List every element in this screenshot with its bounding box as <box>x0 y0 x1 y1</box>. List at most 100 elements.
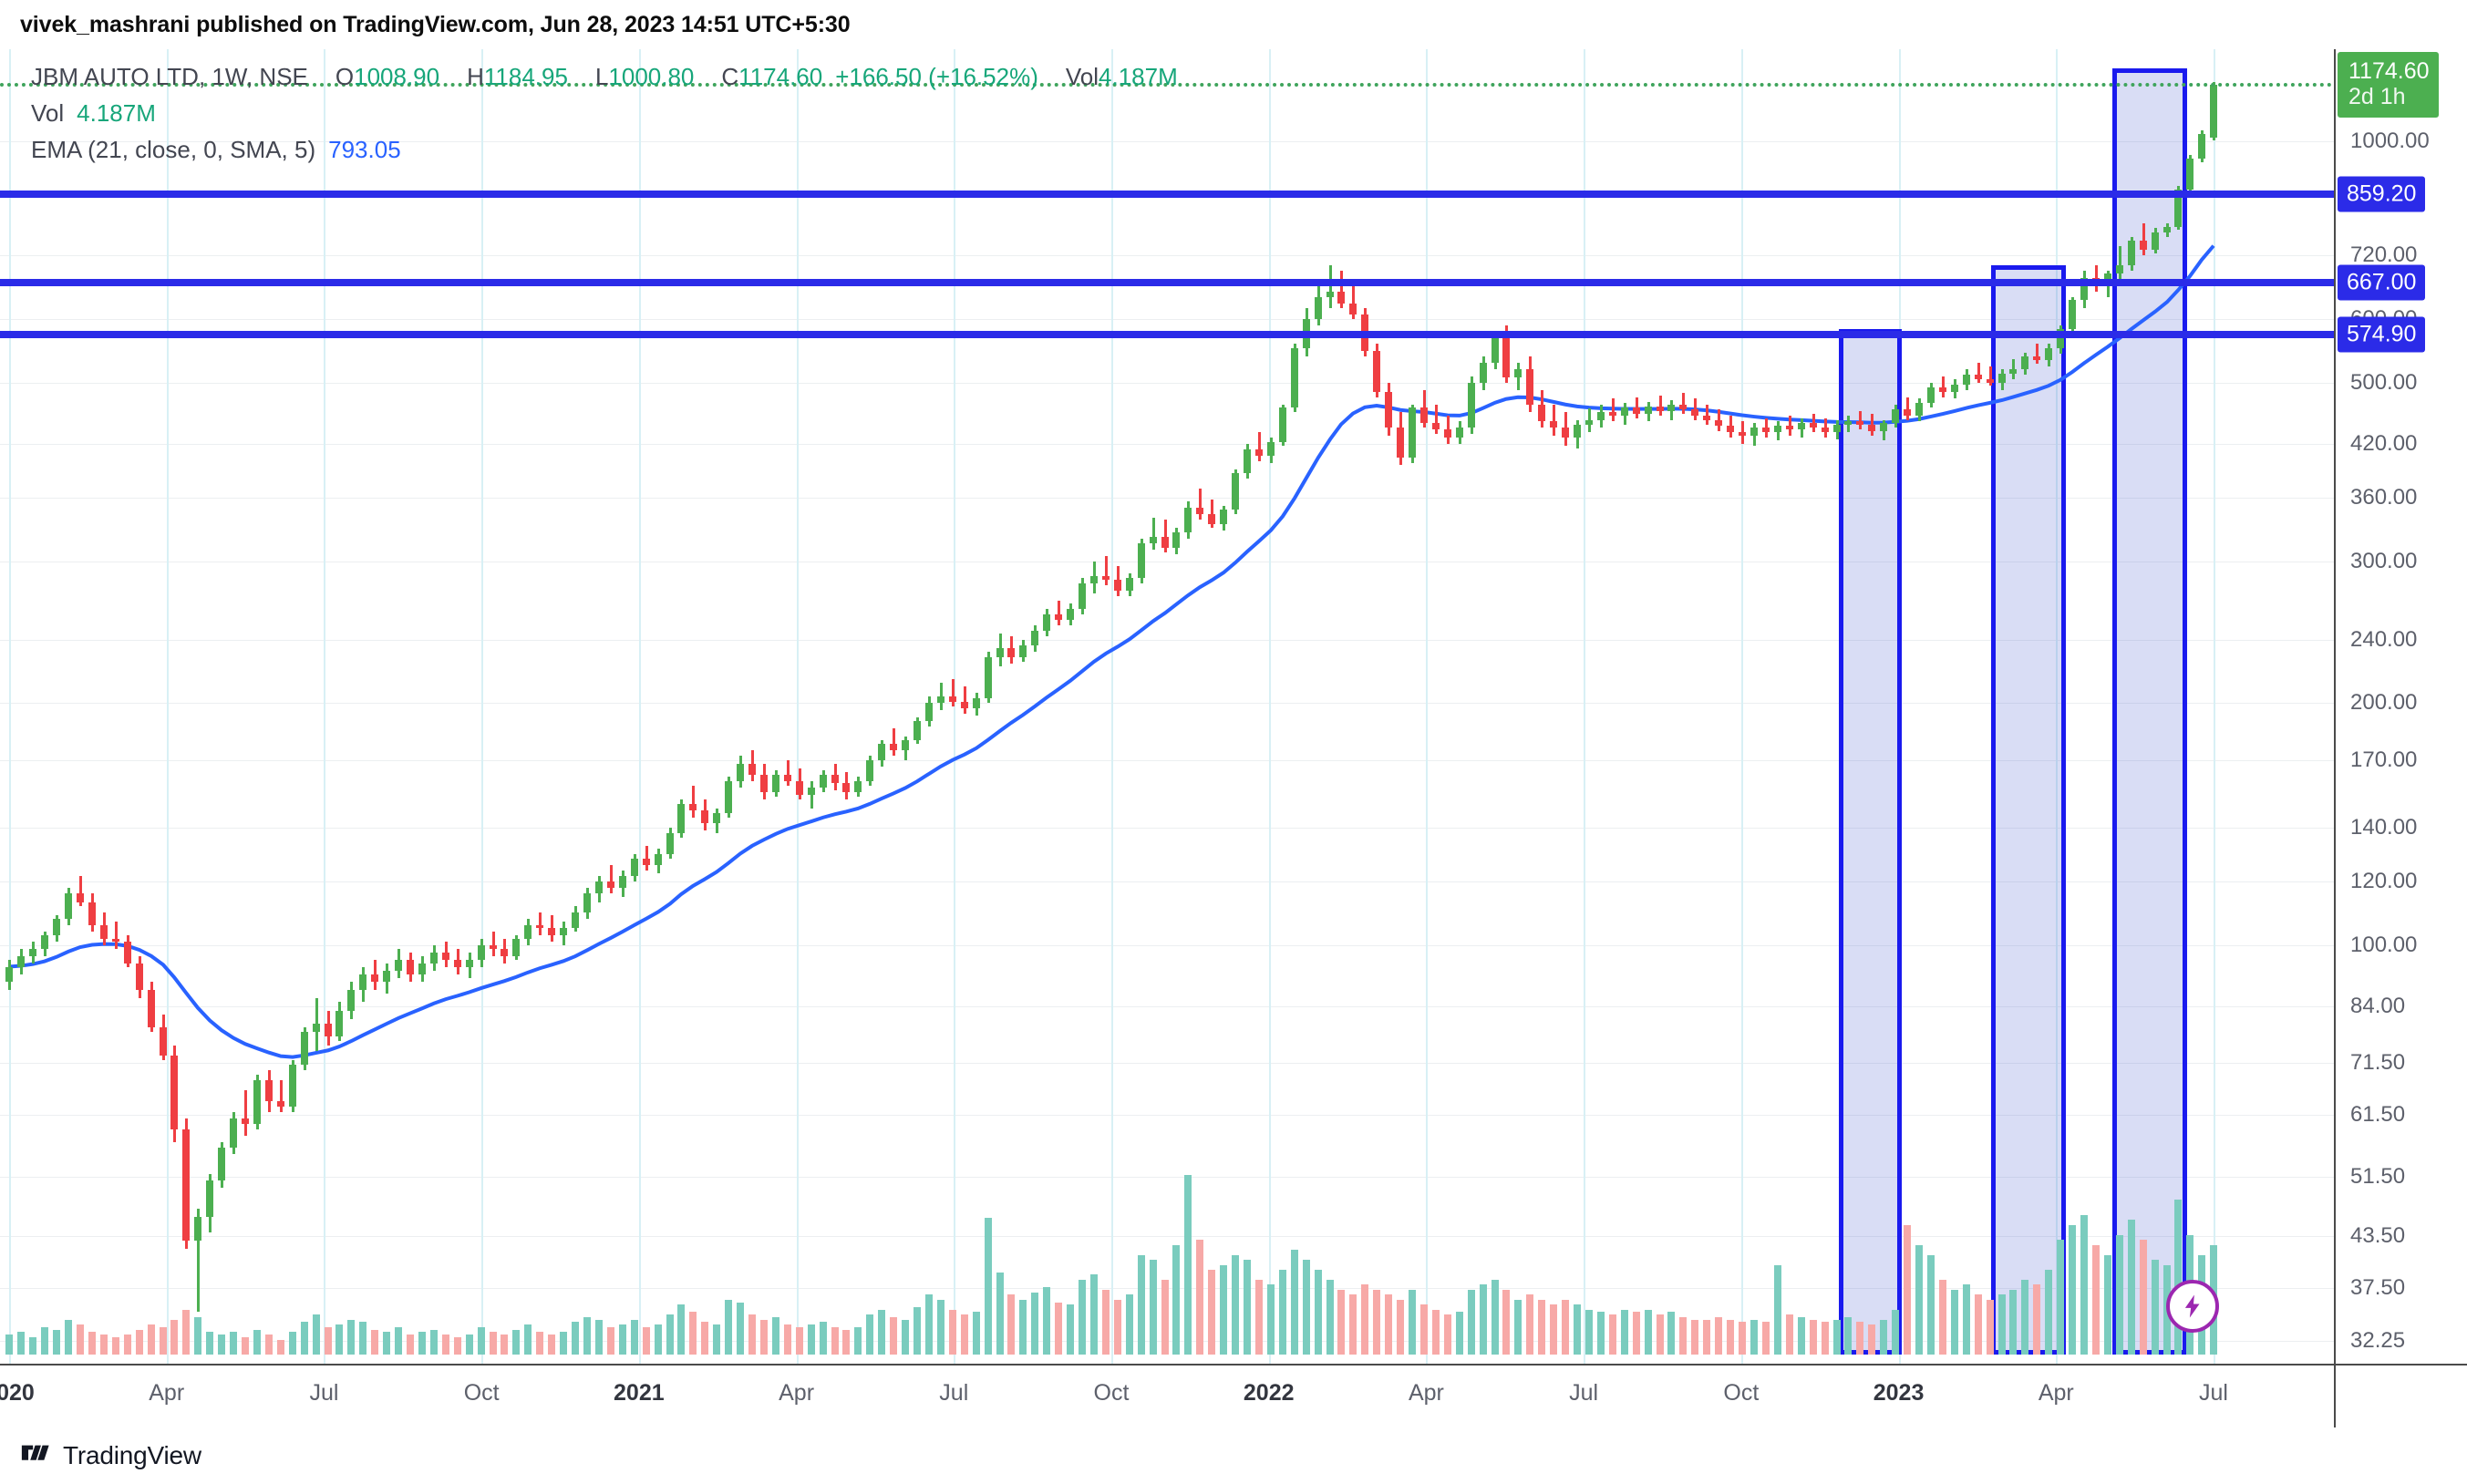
candle-body <box>901 739 909 750</box>
volume-bar <box>1986 1299 1994 1355</box>
bar-countdown: 2d 1h <box>2348 83 2406 109</box>
volume-bar <box>1584 1309 1593 1355</box>
candle-body <box>1113 579 1121 591</box>
candle-body <box>489 945 497 949</box>
vertical-gridline <box>481 49 484 1364</box>
volume-bar <box>1702 1319 1710 1355</box>
volume-bar <box>1867 1324 1875 1355</box>
volume-bar <box>264 1335 273 1355</box>
volume-bar <box>1832 1319 1841 1355</box>
candle-body <box>666 832 674 854</box>
price-axis-tick: 170.00 <box>2350 747 2418 772</box>
price-level-tag[interactable]: 667.00 <box>2338 264 2426 301</box>
price-level-tag[interactable]: 574.90 <box>2338 316 2426 353</box>
price-axis-tick: 84.00 <box>2350 993 2406 1018</box>
volume-bar <box>2020 1279 2028 1355</box>
candle-body <box>2044 348 2052 360</box>
highlight-rectangle[interactable] <box>1839 328 1903 1355</box>
candle-body <box>2056 328 2064 349</box>
horizontal-gridline <box>0 828 2334 830</box>
volume-bar <box>1537 1299 1545 1355</box>
volume-bar <box>1656 1314 1664 1355</box>
candle-wick <box>951 679 955 707</box>
volume-bar <box>1149 1260 1157 1355</box>
volume-bar <box>676 1304 685 1355</box>
candle-body <box>1797 423 1805 429</box>
candle-wick <box>645 845 648 871</box>
volume-bar <box>1903 1224 1911 1355</box>
volume-bar <box>654 1324 662 1355</box>
candle-wick <box>1257 432 1261 461</box>
volume-bar <box>996 1272 1004 1355</box>
price-level-line[interactable] <box>0 330 2334 338</box>
volume-bar <box>1644 1309 1652 1355</box>
price-plot-area[interactable]: JBM AUTO LTD, 1W, NSE O 1008.90 H 1184.95 … <box>0 49 2334 1364</box>
price-axis-tick: 51.50 <box>2350 1164 2406 1190</box>
candle-wick <box>1905 397 1909 420</box>
price-level-line[interactable] <box>0 190 2334 198</box>
candle-body <box>1632 407 1640 414</box>
candle-body <box>630 859 638 876</box>
price-level-line[interactable] <box>0 278 2334 286</box>
time-axis-tick: Oct <box>463 1380 500 1406</box>
volume-bar <box>1843 1316 1852 1355</box>
price-axis[interactable]: INR 1000.00720.00600.00500.00420.00360.0… <box>2334 49 2467 1364</box>
highlight-rectangle[interactable] <box>1990 265 2066 1355</box>
candle-body <box>606 881 614 888</box>
price-level-tag[interactable]: 859.20 <box>2338 176 2426 212</box>
volume-bar <box>1006 1294 1015 1355</box>
candle-body <box>1750 428 1758 437</box>
candle-body <box>1891 408 1899 424</box>
candle-body <box>1314 296 1322 320</box>
candle-wick <box>786 759 790 786</box>
volume-bar <box>948 1309 956 1355</box>
volume-bar <box>2173 1200 2182 1355</box>
volume-bar <box>1809 1319 1817 1355</box>
volume-bar <box>1738 1322 1746 1355</box>
candle-body <box>1561 428 1569 438</box>
volume-bar <box>76 1324 84 1355</box>
candle-body <box>759 774 768 793</box>
price-axis-tick: 140.00 <box>2350 815 2418 840</box>
volume-bar <box>52 1329 60 1355</box>
candle-wick <box>1328 265 1332 308</box>
current-price-tag[interactable]: 1174.60 2d 1h <box>2338 51 2439 118</box>
candle-body <box>1455 428 1463 438</box>
volume-bar <box>300 1322 308 1355</box>
price-axis-tick: 360.00 <box>2350 485 2418 510</box>
price-axis-tick: 240.00 <box>2350 626 2418 652</box>
horizontal-gridline <box>0 1115 2334 1117</box>
candle-body <box>2209 84 2217 139</box>
volume-bar <box>630 1319 638 1355</box>
volume-bar <box>618 1324 626 1355</box>
volume-bar <box>1314 1269 1322 1355</box>
candle-body <box>1467 383 1475 428</box>
candle-body <box>276 1101 284 1108</box>
candle-body <box>1962 375 1970 385</box>
candle-body <box>771 774 779 793</box>
candle-wick <box>810 780 813 809</box>
volume-bar <box>724 1299 732 1355</box>
volume-bar <box>807 1324 815 1355</box>
candle-body <box>571 912 579 929</box>
lightning-badge-icon[interactable] <box>2166 1280 2219 1333</box>
candle-body <box>52 918 60 935</box>
candle-body <box>913 721 921 740</box>
volume-bar <box>1855 1322 1863 1355</box>
price-axis-tick: 1000.00 <box>2350 128 2430 153</box>
candle-body <box>1903 408 1911 416</box>
volume-bar <box>819 1322 827 1355</box>
candle-body <box>1832 424 1841 433</box>
volume-bar <box>1384 1294 1392 1355</box>
volume-bar <box>1690 1319 1698 1355</box>
volume-bar <box>111 1336 119 1355</box>
volume-bar <box>1678 1316 1687 1355</box>
candle-body <box>1620 407 1628 416</box>
candle-body <box>1549 421 1557 428</box>
volume-bar <box>1018 1299 1027 1355</box>
candle-body <box>500 948 508 956</box>
vertical-gridline <box>166 49 169 1364</box>
time-axis[interactable]: 2020 Apr Jul Oct 2021 Apr Jul Oct 2022 Apr Jul Oct 2… <box>0 1364 2467 1427</box>
time-axis-tick: Apr <box>149 1380 185 1406</box>
time-axis-tick: Oct <box>1093 1380 1130 1406</box>
